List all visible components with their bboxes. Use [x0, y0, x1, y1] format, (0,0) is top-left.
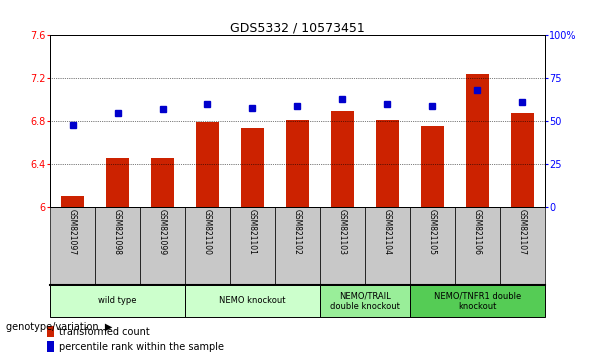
Bar [140, 207, 185, 285]
Text: GSM821106: GSM821106 [473, 210, 482, 256]
Bar [47, 326, 54, 337]
Bar [286, 120, 309, 207]
Text: wild type: wild type [98, 296, 137, 306]
Bar [185, 207, 230, 285]
Bar [410, 207, 455, 285]
Bar [320, 207, 365, 285]
Text: GSM821097: GSM821097 [68, 210, 77, 256]
Bar [421, 126, 444, 207]
Bar [47, 341, 54, 352]
Text: GSM821101: GSM821101 [248, 210, 257, 255]
Bar [50, 207, 95, 285]
Bar [455, 207, 500, 285]
Text: NEMO/TNFR1 double
knockout: NEMO/TNFR1 double knockout [434, 291, 521, 310]
Bar [151, 158, 174, 207]
Bar [241, 128, 264, 207]
Bar [511, 113, 534, 207]
Title: GDS5332 / 10573451: GDS5332 / 10573451 [230, 21, 365, 34]
Bar [466, 74, 489, 207]
Bar [230, 207, 275, 285]
Bar [331, 110, 353, 207]
Bar [95, 207, 140, 285]
Text: GSM821099: GSM821099 [158, 210, 167, 256]
Text: GSM821104: GSM821104 [383, 210, 392, 256]
Bar [196, 122, 219, 207]
Text: GSM821105: GSM821105 [428, 210, 437, 256]
Bar [275, 207, 320, 285]
Text: GSM821098: GSM821098 [113, 210, 122, 256]
Text: GSM821100: GSM821100 [203, 210, 212, 256]
Text: NEMO knockout: NEMO knockout [219, 296, 286, 306]
Text: genotype/variation  ▶: genotype/variation ▶ [6, 322, 112, 332]
Bar [365, 207, 410, 285]
Text: GSM821103: GSM821103 [338, 210, 347, 256]
Text: transformed count: transformed count [59, 327, 150, 337]
Bar [410, 285, 545, 317]
Bar [61, 196, 84, 207]
Bar [185, 285, 320, 317]
Text: NEMO/TRAIL
double knockout: NEMO/TRAIL double knockout [330, 291, 400, 310]
Bar [320, 285, 410, 317]
Bar [106, 158, 129, 207]
Text: GSM821107: GSM821107 [518, 210, 527, 256]
Bar [50, 285, 185, 317]
Bar [500, 207, 545, 285]
Text: GSM821102: GSM821102 [293, 210, 302, 255]
Bar [376, 120, 399, 207]
Text: percentile rank within the sample: percentile rank within the sample [59, 342, 224, 352]
